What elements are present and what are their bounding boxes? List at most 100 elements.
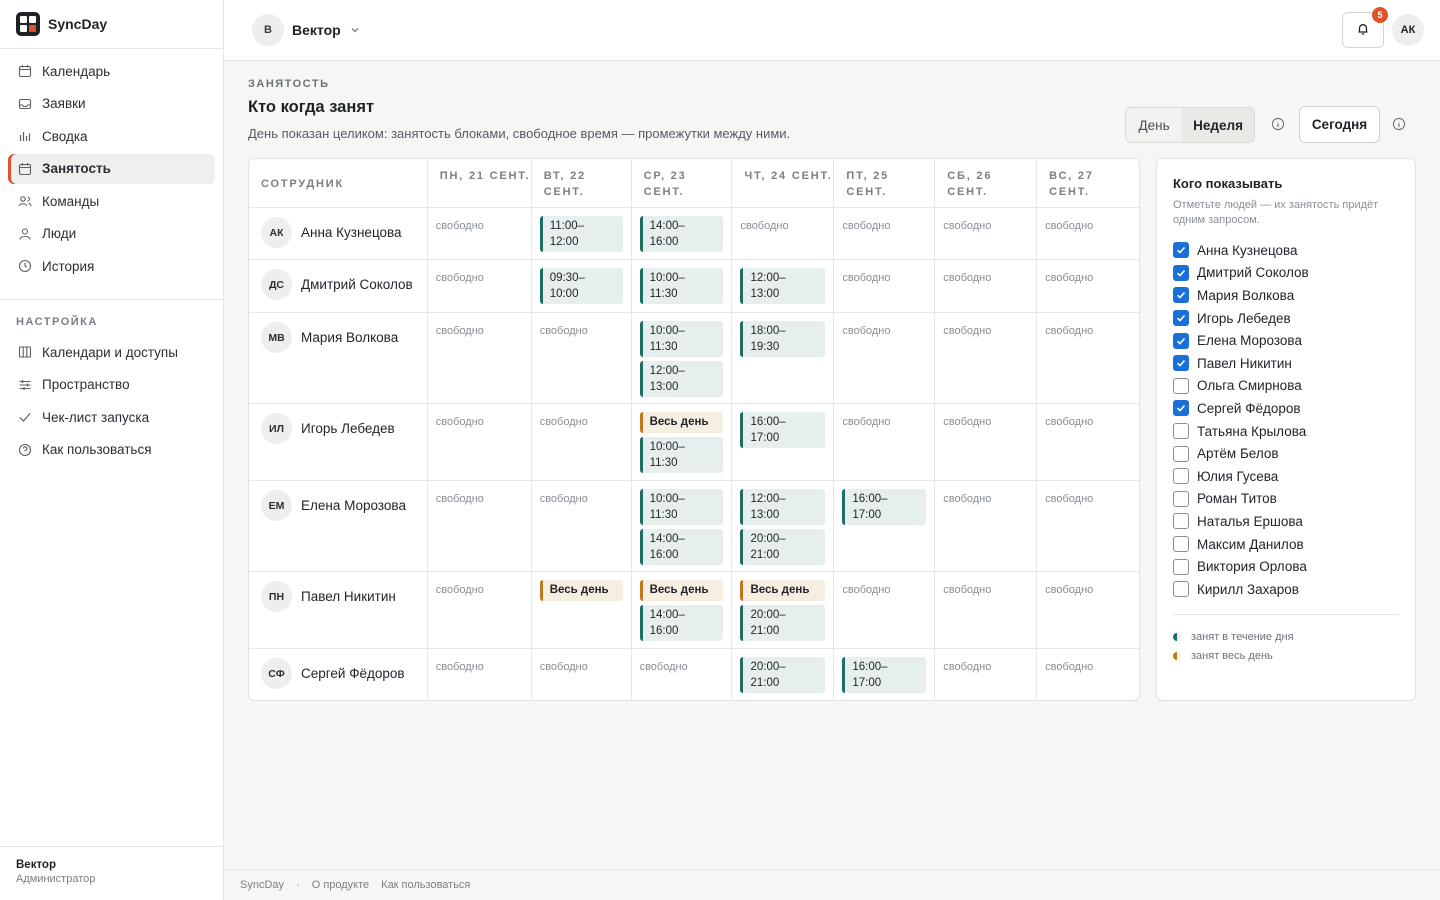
employee[interactable]: СФ Сергей Фёдоров xyxy=(249,649,427,689)
day-cell[interactable]: 10:00– 11:30 xyxy=(632,260,733,312)
busy-block[interactable]: 12:00– 13:00 xyxy=(740,489,826,525)
day-cell[interactable]: свободно xyxy=(532,313,632,403)
sidebar-item-3[interactable]: Занятость xyxy=(8,153,215,184)
day-cell[interactable]: свободно xyxy=(834,208,936,259)
person-checkbox-item[interactable]: Кирилл Захаров xyxy=(1173,578,1399,601)
day-cell[interactable]: свободно xyxy=(632,649,733,700)
all-day-block[interactable]: Весь день xyxy=(639,412,724,433)
day-cell[interactable]: свободно xyxy=(1037,313,1139,403)
day-cell[interactable]: свободно xyxy=(428,572,532,648)
info-icon[interactable] xyxy=(1392,117,1406,134)
sidebar-account[interactable]: Вектор Администратор xyxy=(0,846,223,900)
busy-block[interactable]: 12:00– 13:00 xyxy=(740,268,826,304)
person-checkbox-item[interactable]: Ольга Смирнова xyxy=(1173,375,1399,398)
sidebar-item-2[interactable]: Сводка xyxy=(8,121,215,151)
today-button[interactable]: Сегодня xyxy=(1299,106,1380,143)
checkbox-checked[interactable] xyxy=(1173,287,1189,304)
day-cell[interactable]: свободно xyxy=(1037,260,1139,312)
sidebar-item-0[interactable]: Календарь xyxy=(8,56,215,86)
employee[interactable]: АК Анна Кузнецова xyxy=(249,208,427,248)
footer-help-link[interactable]: Как пользоваться xyxy=(381,879,471,891)
workspace-switcher[interactable]: В Вектор xyxy=(252,14,361,46)
checkbox-unchecked[interactable] xyxy=(1173,558,1189,575)
day-cell[interactable]: свободно xyxy=(428,313,532,403)
all-day-block[interactable]: Весь день xyxy=(639,580,724,601)
user-avatar[interactable]: АК xyxy=(1392,14,1424,46)
employee[interactable]: ИЛ Игорь Лебедев xyxy=(249,404,427,444)
day-cell[interactable]: свободно xyxy=(935,260,1038,312)
busy-block[interactable]: 10:00– 11:30 xyxy=(639,437,724,473)
day-cell[interactable]: Весь день 10:00– 11:30 xyxy=(632,404,733,480)
person-checkbox-item[interactable]: Дмитрий Соколов xyxy=(1173,262,1399,285)
person-checkbox-item[interactable]: Мария Волкова xyxy=(1173,284,1399,307)
checkbox-unchecked[interactable] xyxy=(1173,377,1189,394)
checkbox-checked[interactable] xyxy=(1173,310,1189,327)
all-day-block[interactable]: Весь день xyxy=(740,580,826,601)
checkbox-unchecked[interactable] xyxy=(1173,513,1189,530)
day-cell[interactable]: 10:00– 11:30 14:00– 16:00 xyxy=(632,481,733,571)
day-cell[interactable]: свободно xyxy=(428,481,532,571)
sidebar-item-1[interactable]: Заявки xyxy=(8,89,215,119)
busy-block[interactable]: 14:00– 16:00 xyxy=(639,216,724,252)
day-cell[interactable]: 10:00– 11:30 12:00– 13:00 xyxy=(632,313,733,403)
sidebar-item-6[interactable]: История xyxy=(8,251,215,281)
person-checkbox-item[interactable]: Виктория Орлова xyxy=(1173,555,1399,578)
day-cell[interactable]: свободно xyxy=(1037,649,1139,700)
day-cell[interactable]: свободно xyxy=(935,208,1038,259)
sidebar-item-5[interactable]: Люди xyxy=(8,219,215,249)
notifications-button[interactable]: 5 xyxy=(1342,7,1388,48)
day-cell[interactable]: 16:00– 17:00 xyxy=(834,481,936,571)
sidebar-item-4[interactable]: Команды xyxy=(8,186,215,216)
settings-item-2[interactable]: Чек-лист запуска xyxy=(8,402,215,432)
day-cell[interactable]: Весь день 20:00– 21:00 xyxy=(732,572,835,648)
day-cell[interactable]: Весь день 14:00– 16:00 xyxy=(632,572,733,648)
employee[interactable]: ЕМ Елена Морозова xyxy=(249,481,427,521)
person-checkbox-item[interactable]: Наталья Ершова xyxy=(1173,510,1399,533)
person-checkbox-item[interactable]: Юлия Гусева xyxy=(1173,465,1399,488)
busy-block[interactable]: 18:00– 19:30 xyxy=(740,321,826,357)
checkbox-unchecked[interactable] xyxy=(1173,581,1189,598)
day-cell[interactable]: свободно xyxy=(834,572,936,648)
checkbox-unchecked[interactable] xyxy=(1173,536,1189,553)
person-checkbox-item[interactable]: Игорь Лебедев xyxy=(1173,307,1399,330)
busy-block[interactable]: 10:00– 11:30 xyxy=(639,268,724,304)
busy-block[interactable]: 16:00– 17:00 xyxy=(842,657,927,693)
day-cell[interactable]: свободно xyxy=(428,649,532,700)
busy-block[interactable]: 20:00– 21:00 xyxy=(740,657,826,693)
checkbox-checked[interactable] xyxy=(1173,264,1189,281)
footer-about-link[interactable]: О продукте xyxy=(311,879,370,891)
day-cell[interactable]: свободно xyxy=(935,313,1038,403)
checkbox-checked[interactable] xyxy=(1173,400,1189,417)
day-cell[interactable]: свободно xyxy=(1037,208,1139,259)
info-icon[interactable] xyxy=(1271,117,1285,134)
busy-block[interactable]: 14:00– 16:00 xyxy=(639,529,724,565)
day-cell[interactable]: свободно xyxy=(732,208,835,259)
busy-block[interactable]: 09:30– 10:00 xyxy=(539,268,623,304)
brand[interactable]: SyncDay xyxy=(0,0,223,49)
day-cell[interactable]: 16:00– 17:00 xyxy=(732,404,835,480)
checkbox-unchecked[interactable] xyxy=(1173,445,1189,462)
person-checkbox-item[interactable]: Анна Кузнецова xyxy=(1173,239,1399,262)
person-checkbox-item[interactable]: Елена Морозова xyxy=(1173,329,1399,352)
day-cell[interactable]: 18:00– 19:30 xyxy=(732,313,835,403)
day-cell[interactable]: свободно xyxy=(1037,481,1139,571)
day-cell[interactable]: свободно xyxy=(834,404,936,480)
checkbox-unchecked[interactable] xyxy=(1173,423,1189,440)
day-cell[interactable]: 20:00– 21:00 xyxy=(732,649,835,700)
busy-block[interactable]: 10:00– 11:30 xyxy=(639,489,724,525)
checkbox-checked[interactable] xyxy=(1173,355,1189,372)
all-day-block[interactable]: Весь день xyxy=(539,580,623,601)
day-cell[interactable]: свободно xyxy=(532,481,632,571)
checkbox-unchecked[interactable] xyxy=(1173,490,1189,507)
day-cell[interactable]: 12:00– 13:00 xyxy=(732,260,835,312)
busy-block[interactable]: 20:00– 21:00 xyxy=(740,529,826,565)
day-cell[interactable]: 16:00– 17:00 xyxy=(834,649,936,700)
checkbox-checked[interactable] xyxy=(1173,242,1189,259)
employee[interactable]: ДС Дмитрий Соколов xyxy=(249,260,427,300)
busy-block[interactable]: 11:00– 12:00 xyxy=(539,216,623,252)
day-cell[interactable]: свободно xyxy=(935,649,1038,700)
day-cell[interactable]: свободно xyxy=(532,404,632,480)
day-cell[interactable]: свободно xyxy=(834,313,936,403)
person-checkbox-item[interactable]: Павел Никитин xyxy=(1173,352,1399,375)
person-checkbox-item[interactable]: Максим Данилов xyxy=(1173,533,1399,556)
